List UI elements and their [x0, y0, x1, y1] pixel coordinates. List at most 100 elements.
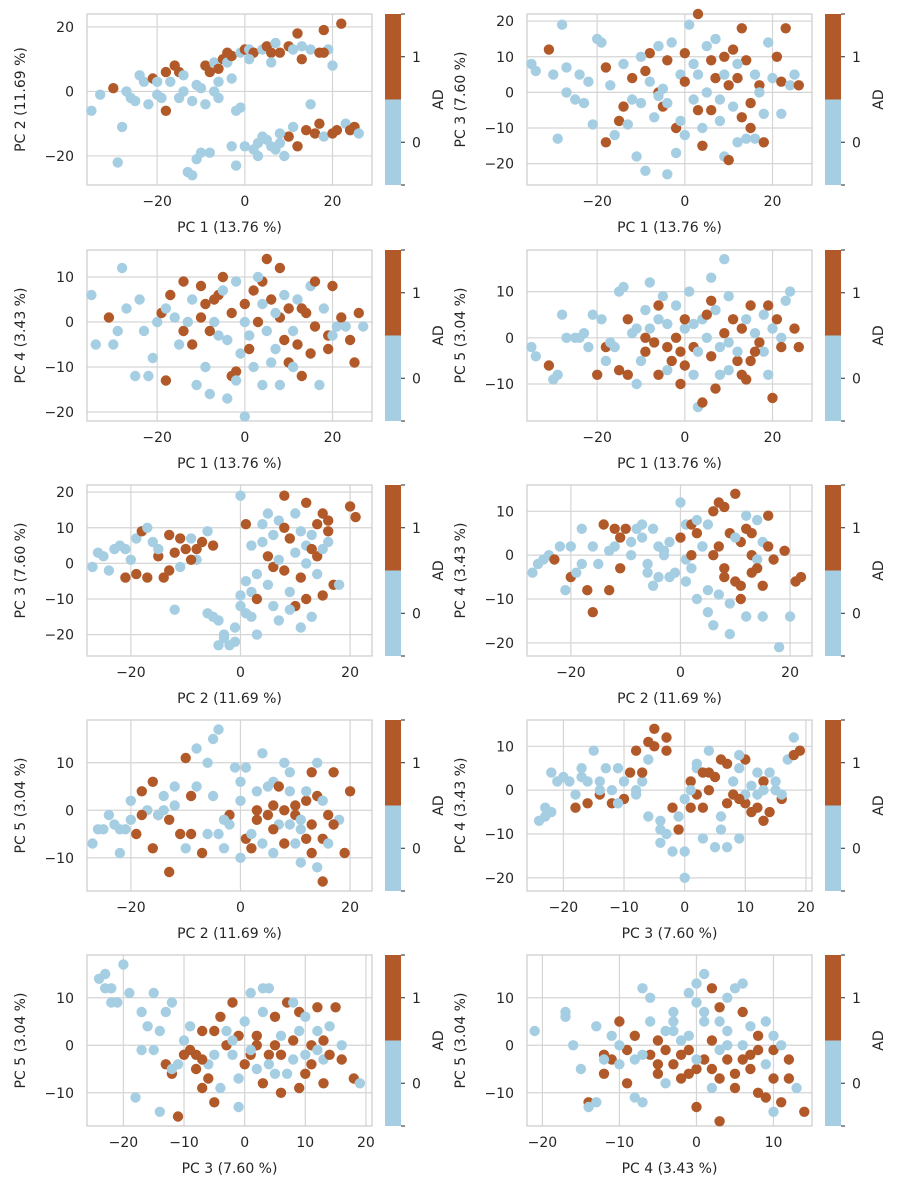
data-point [306, 529, 317, 541]
data-point [745, 1063, 756, 1075]
data-point [239, 316, 250, 328]
y-tick-label: 10 [496, 50, 514, 66]
data-point [570, 802, 581, 813]
data-point [86, 105, 97, 117]
data-point [722, 1040, 733, 1051]
data-point [294, 1025, 305, 1037]
data-point [582, 585, 593, 596]
data-point [685, 802, 696, 813]
x-axis-label: PC 1 (13.76 %) [617, 456, 722, 472]
plot-area [87, 485, 372, 656]
y-axis-label: PC 4 (3.43 %) [453, 523, 469, 619]
data-point [721, 798, 733, 809]
data-point [662, 55, 673, 66]
data-point [757, 580, 768, 591]
data-point [576, 763, 587, 774]
data-point [788, 732, 799, 743]
data-point [262, 551, 274, 562]
y-tick-label: −20 [44, 405, 74, 421]
x-tick-label: −10 [605, 1135, 635, 1151]
data-point [251, 593, 263, 605]
data-point [749, 133, 761, 144]
data-point [142, 522, 153, 533]
data-point [745, 300, 756, 311]
data-point [776, 789, 787, 800]
data-point [165, 76, 176, 88]
subplot-1: −20 0 20 −20 0 20 PC 1 (13.76 %) PC 2 (11.69 %)… [13, 13, 447, 236]
data-point [262, 579, 274, 590]
y-axis-label: PC 5 (3.04 %) [453, 993, 469, 1089]
data-point [296, 370, 307, 382]
x-axis-label: PC 2 (11.69 %) [617, 691, 722, 707]
data-point [169, 781, 180, 792]
data-point [227, 1049, 238, 1061]
axes-frame [526, 13, 813, 186]
data-point [323, 526, 334, 537]
data-point [627, 72, 638, 84]
data-point [640, 165, 651, 176]
data-point [679, 76, 690, 87]
data-point [691, 997, 702, 1008]
data-point [138, 76, 150, 88]
data-point [746, 780, 757, 791]
data-point [273, 615, 284, 626]
data-point [187, 170, 198, 181]
x-axis-label: PC 3 (7.60 %) [622, 926, 718, 942]
data-point [789, 69, 800, 80]
colorbar: 0 1 AD [825, 954, 887, 1127]
data-point [658, 550, 670, 561]
data-point [706, 351, 717, 362]
data-point [614, 1059, 625, 1070]
data-point [114, 847, 126, 859]
data-point [103, 809, 115, 821]
data-point [283, 303, 294, 314]
data-point [246, 828, 257, 840]
data-point [737, 1006, 748, 1018]
data-point [767, 323, 778, 334]
data-point [283, 131, 294, 142]
data-point [266, 294, 277, 305]
data-point [270, 37, 281, 49]
data-point [578, 328, 590, 339]
y-tick-label: −20 [484, 871, 514, 887]
data-point [673, 824, 684, 835]
data-point [587, 119, 598, 130]
data-point [125, 554, 136, 565]
x-tick-label: −20 [556, 665, 586, 681]
data-point [635, 97, 647, 109]
data-point [197, 1025, 208, 1037]
data-point [730, 488, 741, 499]
data-point [309, 321, 321, 332]
data-point [688, 318, 699, 330]
x-tick-label: 0 [240, 1135, 249, 1151]
x-tick-label: 20 [764, 194, 782, 210]
data-point [106, 983, 117, 994]
data-point [200, 298, 211, 310]
x-tick-label: 10 [296, 1135, 314, 1151]
data-point [130, 1092, 141, 1103]
data-point [281, 1068, 293, 1080]
data-point [734, 793, 745, 805]
colorbar-tick-label: 1 [412, 286, 421, 302]
data-point [763, 37, 774, 48]
colorbar-tick-label: 1 [852, 521, 861, 537]
data-point [606, 1054, 617, 1065]
data-point [592, 369, 603, 380]
data-point [530, 65, 541, 77]
data-point [209, 86, 220, 97]
data-point [675, 115, 686, 127]
colorbar: 0 1 AD [825, 484, 887, 657]
data-point [722, 992, 733, 1003]
y-axis-label: PC 5 (3.04 %) [13, 758, 29, 854]
data-point [612, 763, 624, 774]
data-point [125, 92, 136, 104]
data-point [784, 80, 796, 91]
data-point [768, 1030, 779, 1042]
colorbar-tick-label: 1 [412, 521, 421, 537]
data-point [120, 543, 131, 555]
colorbar-tick-label: 0 [852, 841, 861, 857]
y-tick-label: −10 [484, 1086, 514, 1102]
data-point [336, 1040, 347, 1051]
data-point [763, 541, 774, 552]
data-point [645, 992, 656, 1003]
